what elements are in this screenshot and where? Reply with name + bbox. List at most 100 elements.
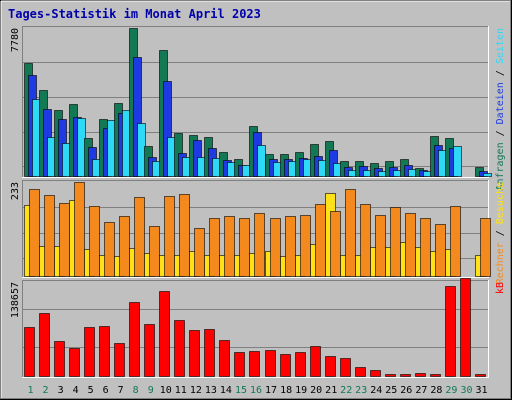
chart-title: Tages-Statistik im Monat April 2023	[8, 7, 261, 21]
bar-kb-day-8	[129, 302, 140, 377]
bar-rechner-day-1	[29, 189, 40, 277]
bar-kb-day-25	[385, 374, 396, 377]
bar-kb-day-31	[475, 374, 486, 377]
bar-rechner-day-5	[89, 206, 100, 277]
legend-top: Anfragen / Dateien / Seiten	[495, 28, 506, 191]
bar-rechner-day-25	[390, 207, 401, 277]
bar-seiten-day-31	[483, 173, 492, 177]
bar-rechner-day-29	[450, 206, 461, 277]
legend-middle: Rechner / Besuche	[495, 182, 506, 284]
bar-kb-day-20	[310, 346, 321, 377]
day-label-20: 20	[310, 385, 322, 396]
bar-kb-day-17	[265, 350, 276, 377]
bar-kb-day-18	[280, 354, 291, 377]
bar-rechner-day-13	[209, 218, 220, 277]
bar-rechner-day-12	[194, 228, 205, 277]
bar-rechner-day-17	[270, 218, 281, 277]
day-label-10: 10	[160, 385, 172, 396]
day-axis-labels: 1 2 3 4 5 6 7 8 9 10 11 12 13 14 15 16 17 18 19 20 21 22 23 24 2…	[27, 385, 487, 396]
bar-kb-day-23	[355, 367, 366, 377]
day-label-19: 19	[295, 385, 307, 396]
bar-rechner-day-28	[435, 224, 446, 277]
bar-kb-day-3	[54, 341, 65, 377]
bar-kb-day-28	[430, 374, 441, 377]
bar-kb-day-26	[400, 374, 411, 377]
legend-separator: /	[495, 64, 506, 82]
bar-rechner-day-24	[375, 215, 386, 277]
day-label-1: 1	[27, 385, 33, 396]
day-label-8: 8	[133, 385, 139, 396]
bar-kb-day-13	[204, 329, 215, 377]
bar-rechner-day-14	[224, 216, 235, 277]
bar-kb-day-24	[370, 370, 381, 377]
bar-rechner-day-7	[119, 216, 130, 277]
bar-rechner-day-10	[164, 196, 175, 277]
legend-bottom: kB	[495, 282, 506, 294]
bar-seiten-day-29	[453, 146, 462, 177]
bar-rechner-day-3	[59, 203, 70, 277]
day-label-27: 27	[415, 385, 427, 396]
bar-kb-day-27	[415, 373, 426, 377]
bar-seiten-day-16	[257, 145, 266, 177]
bar-rechner-day-2	[44, 195, 55, 277]
day-label-29: 29	[445, 385, 457, 396]
day-label-23: 23	[355, 385, 367, 396]
chart-panels: 7780 Anfragen / Dateien / Seiten 233 Rechne…	[10, 26, 506, 378]
bar-kb-day-2	[39, 313, 50, 377]
legend-entry-seiten: Seiten	[495, 28, 506, 64]
day-label-14: 14	[220, 385, 232, 396]
bar-rechner-day-11	[179, 194, 190, 277]
y-axis-max-label-top: 7780	[10, 28, 21, 52]
legend-entry-besuche: Besuche	[495, 182, 506, 224]
bar-kb-day-5	[84, 327, 95, 377]
bar-kb-day-16	[249, 351, 260, 377]
bar-rechner-day-15	[239, 218, 250, 277]
day-label-21: 21	[325, 385, 337, 396]
bar-rechner-day-26	[405, 213, 416, 277]
day-label-3: 3	[58, 385, 64, 396]
bar-kb-day-14	[219, 340, 230, 377]
day-label-15: 15	[235, 385, 247, 396]
day-label-16: 16	[250, 385, 262, 396]
day-label-7: 7	[118, 385, 124, 396]
legend-separator: /	[495, 224, 506, 242]
bar-rechner-day-21	[330, 211, 341, 277]
bar-kb-day-9	[144, 324, 155, 377]
legend-entry-rechner: Rechner	[495, 242, 506, 284]
bar-rechner-day-20	[315, 204, 326, 277]
bar-kb-day-21	[325, 356, 336, 377]
bar-kb-day-15	[234, 352, 245, 377]
bar-kb-day-29	[445, 286, 456, 377]
bar-kb-day-7	[114, 343, 125, 377]
day-label-25: 25	[385, 385, 397, 396]
day-label-5: 5	[88, 385, 94, 396]
day-label-6: 6	[103, 385, 109, 396]
legend-entry-dateien: Dateien	[495, 82, 506, 124]
day-label-22: 22	[340, 385, 352, 396]
day-label-31: 31	[475, 385, 487, 396]
y-axis-max-label-bottom: 138657	[10, 282, 21, 318]
day-label-12: 12	[190, 385, 202, 396]
bar-rechner-day-16	[254, 213, 265, 277]
bar-kb-day-6	[99, 326, 110, 377]
bar-rechner-day-4	[74, 182, 85, 277]
bar-kb-day-12	[189, 330, 200, 377]
day-label-13: 13	[205, 385, 217, 396]
panel-top: 7780 Anfragen / Dateien / Seiten	[10, 26, 506, 191]
bar-rechner-day-31	[480, 218, 491, 277]
bar-rechner-day-9	[149, 226, 160, 277]
day-label-4: 4	[73, 385, 79, 396]
day-label-24: 24	[370, 385, 382, 396]
bar-rechner-day-27	[420, 218, 431, 277]
day-label-11: 11	[175, 385, 187, 396]
bar-kb-day-19	[295, 352, 306, 377]
bar-kb-day-4	[69, 348, 80, 377]
bar-kb-day-11	[174, 320, 185, 377]
legend-entry-kb: kB	[495, 282, 506, 294]
bar-rechner-day-23	[360, 204, 371, 277]
bar-kb-day-22	[340, 358, 351, 377]
bar-rechner-day-8	[134, 197, 145, 277]
day-label-9: 9	[148, 385, 154, 396]
